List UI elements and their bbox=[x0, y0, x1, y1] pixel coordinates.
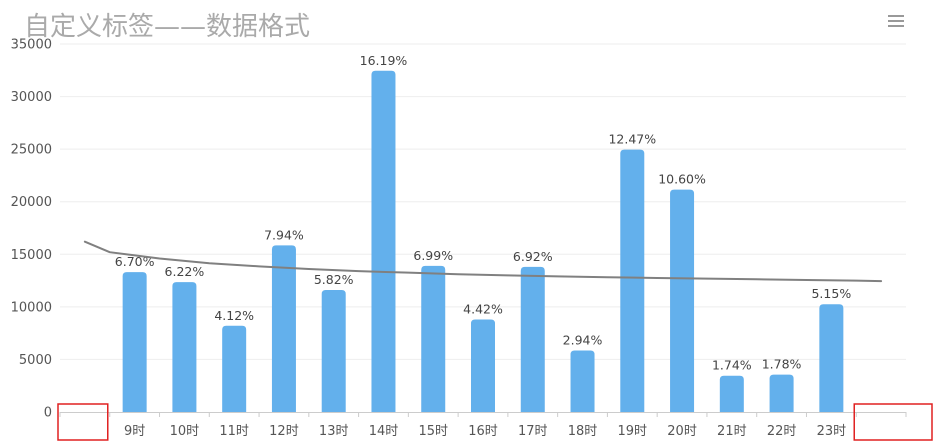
bar[interactable] bbox=[172, 282, 197, 412]
bar[interactable] bbox=[222, 325, 247, 412]
x-tick-label: 10时 bbox=[170, 424, 200, 439]
data-label: 7.94% bbox=[264, 227, 304, 242]
x-tick-label: 17时 bbox=[518, 424, 548, 439]
data-label: 6.99% bbox=[413, 248, 453, 263]
highlight-boxes bbox=[57, 403, 933, 441]
y-tick-label: 25000 bbox=[11, 143, 52, 158]
x-tick-label: 23时 bbox=[817, 424, 847, 439]
trend-line bbox=[83, 240, 883, 283]
trend-line-group bbox=[83, 240, 883, 283]
data-label: 4.12% bbox=[214, 308, 254, 323]
data-label: 6.70% bbox=[115, 254, 155, 269]
hamburger-menu-icon[interactable] bbox=[886, 12, 906, 30]
bar[interactable] bbox=[620, 149, 645, 412]
y-tick-label: 15000 bbox=[11, 248, 52, 263]
data-label: 5.15% bbox=[811, 286, 851, 301]
bars bbox=[122, 70, 844, 412]
bar[interactable] bbox=[719, 375, 744, 412]
bar[interactable] bbox=[371, 70, 396, 412]
x-tick-label: 9时 bbox=[124, 424, 145, 439]
data-label: 5.82% bbox=[314, 272, 354, 287]
bar[interactable] bbox=[471, 319, 495, 412]
x-tick-label: 18时 bbox=[568, 424, 598, 439]
bar[interactable] bbox=[421, 265, 446, 412]
data-label: 6.92% bbox=[513, 249, 553, 264]
y-tick-label: 20000 bbox=[11, 195, 52, 210]
bar[interactable] bbox=[819, 304, 844, 412]
data-label: 2.94% bbox=[563, 332, 603, 347]
bar[interactable] bbox=[769, 374, 794, 412]
highlight-box bbox=[57, 403, 109, 441]
bar[interactable] bbox=[321, 290, 346, 412]
data-labels: 6.70% 6.22% 4.12% 7.94% 5.82% 16.19% 6.99% 4.42… bbox=[115, 53, 852, 373]
bar[interactable] bbox=[520, 266, 545, 412]
x-tick-label: 15时 bbox=[418, 424, 448, 439]
bar[interactable] bbox=[570, 350, 595, 412]
x-tick-label: 19时 bbox=[618, 424, 648, 439]
x-tick-label: 22时 bbox=[767, 424, 797, 439]
y-tick-label: 30000 bbox=[11, 90, 52, 105]
bar[interactable] bbox=[122, 272, 147, 412]
chart-title: 自定义标签——数据格式 bbox=[24, 12, 311, 42]
x-tick-label: 13时 bbox=[319, 424, 349, 439]
data-label: 4.42% bbox=[463, 301, 503, 316]
axes: 0 5000 10000 15000 20000 25000 30000 35000 9时 10时… bbox=[11, 38, 907, 439]
x-tick-label: 20时 bbox=[667, 424, 697, 439]
data-label: 12.47% bbox=[608, 132, 656, 147]
data-label: 1.74% bbox=[712, 358, 752, 373]
y-tick-label: 5000 bbox=[19, 353, 52, 368]
x-tick-label: 16时 bbox=[468, 424, 498, 439]
data-label: 10.60% bbox=[658, 172, 706, 187]
x-tick-label: 11时 bbox=[219, 424, 249, 439]
y-tick-label: 10000 bbox=[11, 300, 52, 315]
y-tick-label: 0 bbox=[44, 406, 52, 421]
data-label: 6.22% bbox=[165, 264, 205, 279]
data-label: 1.78% bbox=[762, 357, 802, 372]
bar[interactable] bbox=[271, 245, 296, 412]
x-tick-label: 12时 bbox=[269, 424, 299, 439]
bar[interactable] bbox=[670, 189, 695, 412]
highlight-box bbox=[853, 403, 933, 441]
y-tick-label: 35000 bbox=[11, 38, 52, 53]
x-tick-label: 14时 bbox=[369, 424, 399, 439]
data-label: 16.19% bbox=[360, 53, 408, 68]
x-tick-label: 21时 bbox=[717, 424, 747, 439]
